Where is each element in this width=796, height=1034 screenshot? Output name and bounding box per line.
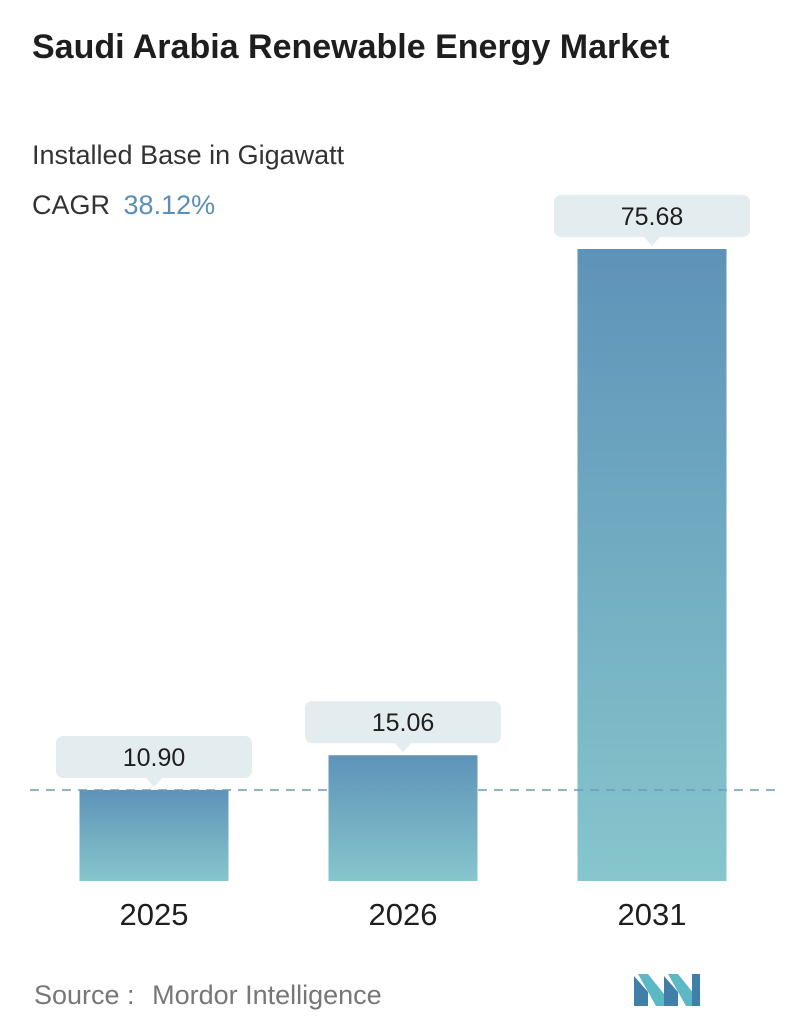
cagr-label: CAGR xyxy=(32,190,111,220)
source-note: Source : Mordor Intelligence xyxy=(34,980,382,1011)
value-label-2026: 15.06 xyxy=(305,701,501,753)
x-tick-label-2026: 2026 xyxy=(369,897,438,932)
x-tick-label-2025: 2025 xyxy=(120,897,189,932)
value-label-text: 75.68 xyxy=(621,203,684,231)
bar-2026 xyxy=(328,755,478,881)
value-label-text: 15.06 xyxy=(372,709,435,737)
cagr: CAGR 38.12% xyxy=(32,190,215,221)
chart-title: Saudi Arabia Renewable Energy Market xyxy=(32,28,670,66)
mordor-intelligence-logo xyxy=(634,974,700,1006)
x-tick-label-2031: 2031 xyxy=(618,897,687,932)
cagr-value: 38.12% xyxy=(123,190,216,220)
bar-chart: 10.90 2025 15.06 2026 75.68 2031 xyxy=(30,195,782,932)
bar-2031 xyxy=(577,249,727,881)
chart-subtitle: Installed Base in Gigawatt xyxy=(32,140,345,170)
source-label: Source : xyxy=(34,980,135,1010)
source-value: Mordor Intelligence xyxy=(152,980,382,1010)
value-label-2025: 10.90 xyxy=(56,735,252,787)
bar-2025 xyxy=(79,789,229,881)
value-label-2031: 75.68 xyxy=(554,195,750,246)
value-label-text: 10.90 xyxy=(123,744,186,772)
